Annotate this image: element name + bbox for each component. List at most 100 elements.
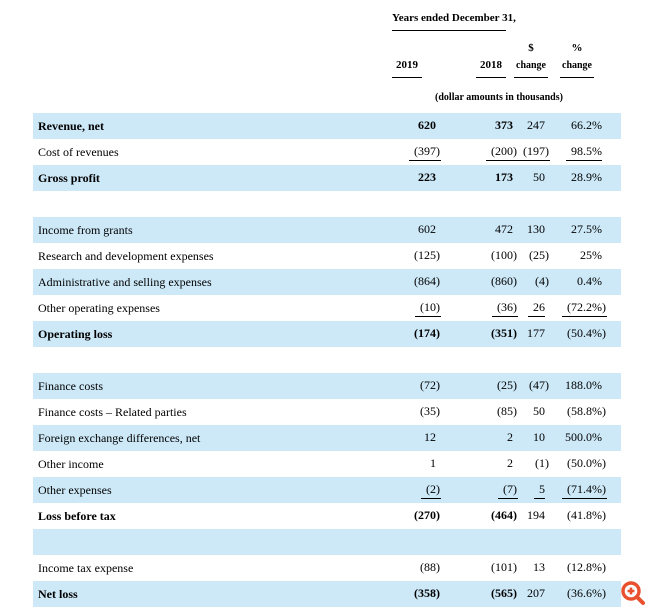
table-row: Finance costs (72) (25) (47) 188.0% [33,373,621,399]
year-2019-label: 2019 [396,59,418,71]
value-2018-cell: 2 [441,430,518,446]
dollar-change-cell: 50 [518,170,550,186]
table-row: Operating loss (174) (351) 177 (50.4%) [33,321,621,347]
dollar-change-cell: 177 [518,326,550,342]
percent-change-cell: (58.8%) [567,404,606,418]
value-2018: (100 [491,248,513,262]
value-2019: (397 [409,144,436,161]
value-2019-cell: (174) [414,326,440,340]
dollar-change-value: 50 [533,170,545,184]
value-2018: (351 [491,326,513,340]
value-2018: (860 [491,274,513,288]
row-label: Other income [38,456,104,471]
value-2019-cell: (358) [414,586,440,600]
value-2018: (565 [491,586,513,600]
dollar-change-value: 177 [527,326,545,340]
units-note: (dollar amounts in thousands) [435,92,563,103]
percent-change-column-header: % change [560,40,594,78]
percent-change-value: 27.5% [571,222,602,236]
value-2018-cell: 472 [441,222,518,238]
zoom-in-icon[interactable] [619,579,647,607]
dollar-change-cell: 207 [518,586,550,602]
percent-change-cell: 0.4% [550,274,607,290]
percent-change-value: (71.4% [562,482,602,499]
value-2018-cell: (85) [497,404,517,418]
value-2018: (464 [491,508,513,522]
table-row: Foreign exchange differences, net 12 2 1… [33,425,621,451]
dollar-change-cell: (197) [518,144,550,161]
value-2018-cell: (200) [441,144,518,161]
percent-change-cell: (36.6%) [567,586,606,600]
percent-change-value: 188.0% [565,378,602,392]
table-row [33,347,621,373]
value-2019-cell: (2) [333,482,441,499]
table-row: Administrative and selling expenses (864… [33,269,621,295]
dollar-change-cell: (4) [535,274,549,288]
percent-change-cell: (50.4%) [567,326,606,340]
value-2018: (85 [497,404,513,418]
row-label: Operating loss [38,326,113,341]
dollar-change-cell: 13 [518,560,550,576]
dollar-change-cell: (25) [529,248,549,262]
row-label: Research and development expenses [38,248,214,263]
value-2019-cell: 620 [333,118,441,134]
value-2019-cell: (125) [414,248,440,262]
dollar-change-column-header: $ change [514,40,548,78]
value-2019-cell: (270) [414,508,440,522]
value-2019: 620 [418,118,436,132]
dollar-change-value: 13 [533,560,545,574]
value-2019: (72 [420,378,436,392]
value-2019-cell: 602 [333,222,441,238]
percent-change-cell: 98.5% [550,144,607,161]
row-label: Net loss [38,586,78,601]
value-2019: 1 [430,456,436,470]
value-2019: (358 [414,586,436,600]
value-2019-cell: 1 [333,456,441,472]
dollar-change-cell: 26 [518,300,550,317]
percent-change-value: (41.8% [567,508,602,522]
value-2018: (25 [497,378,513,392]
table-row: Other income 1 2 (1) (50.0%) [33,451,621,477]
percent-change-value: (36.6% [567,586,602,600]
percent-change-cell: 28.9% [550,170,607,186]
value-2018: 373 [495,118,513,132]
row-label: Finance costs [38,378,103,393]
value-2019: 12 [424,430,436,444]
percent-change-value: 25% [580,248,602,262]
dollar-change-value: (25 [529,248,545,262]
row-label: Loss before tax [38,508,116,523]
dollar-change-value: 207 [527,586,545,600]
value-2019-cell: (864) [414,274,440,288]
table-row: Other operating expenses (10) (36) 26 (7… [33,295,621,321]
dollar-change-label: change [516,60,546,71]
dollar-change-value: (4 [535,274,545,288]
table-row: Income from grants 602 472 130 27.5% [33,217,621,243]
dollar-change-value: 10 [533,430,545,444]
row-label: Administrative and selling expenses [38,274,212,289]
value-2018-cell: (25) [497,378,517,392]
value-2019: (35 [420,404,436,418]
value-2018: 173 [495,170,513,184]
value-2018: (36 [492,300,513,317]
percent-change-cell: (71.4%) [550,482,607,499]
value-2019: (125 [414,248,436,262]
value-2018-cell: (100) [491,248,517,262]
percent-change-value: (58.8% [567,404,602,418]
value-2019-cell: (35) [420,404,440,418]
percent-change-value: 500.0% [565,430,602,444]
percent-change-label: change [562,60,592,71]
dollar-change-cell: (47) [529,378,549,392]
table-header: Years ended December 31, 2019 2018 $ cha… [0,0,650,113]
value-2019: (2 [421,482,436,499]
dollar-change-value: 5 [534,482,545,499]
percent-change-cell: 188.0% [550,378,607,394]
percent-change-cell: 25% [550,248,607,264]
dollar-change-cell: 5 [518,482,550,499]
value-2019: (270 [414,508,436,522]
percent-change-value: (12.8% [567,560,602,574]
value-2018: (200 [486,144,513,161]
percent-change-cell: 27.5% [550,222,607,238]
value-2018: 2 [507,456,513,470]
value-2018-cell: (565) [491,586,517,600]
dollar-change-cell: (1) [535,456,549,470]
